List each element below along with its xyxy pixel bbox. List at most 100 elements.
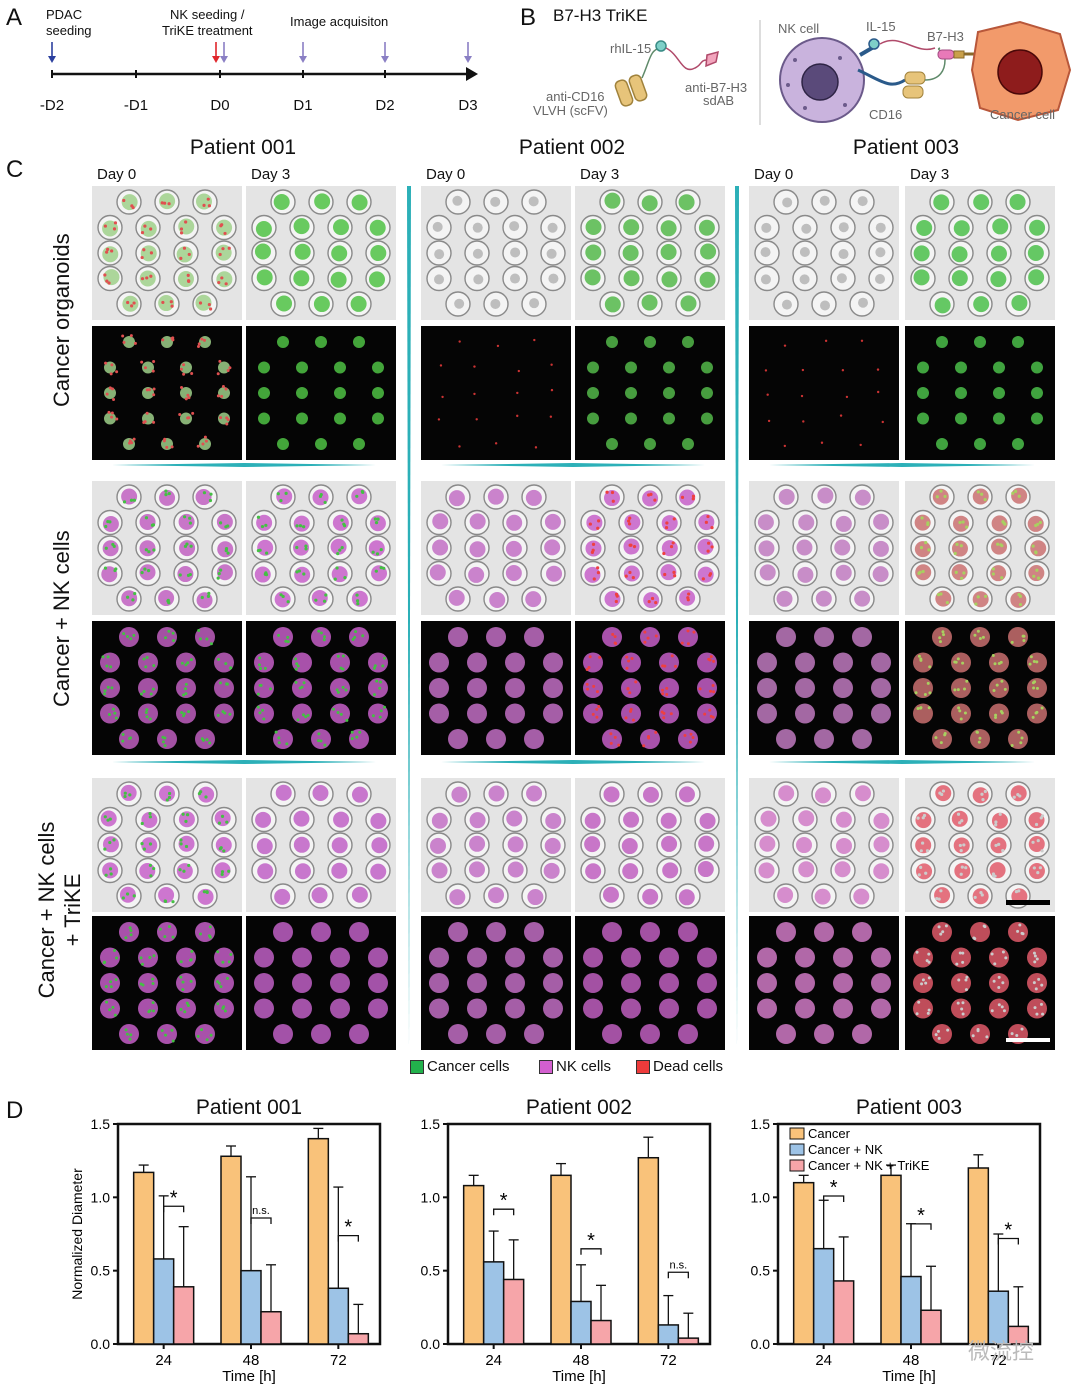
legend-item: Cancer cells	[410, 1058, 510, 1075]
label-sdab: sdAB	[703, 93, 735, 108]
bar	[132, 1171, 155, 1345]
significance-label: *	[170, 1187, 178, 1209]
day-label: Day 0	[754, 166, 794, 183]
treatment-arrow	[212, 42, 220, 63]
significance-label: *	[500, 1190, 508, 1212]
fluorescence-tile	[575, 621, 725, 755]
y-axis-label: Normalized Diameter	[69, 1168, 85, 1300]
legend-label: NK cells	[556, 1058, 612, 1075]
brightfield-tile	[749, 186, 899, 320]
brightfield-tile	[246, 481, 396, 615]
imaging-arrow	[464, 42, 472, 63]
significance-bracket	[910, 1223, 932, 1230]
label-b7h3: B7-H3	[927, 29, 964, 44]
bar	[240, 1269, 262, 1345]
legend-swatch	[410, 1059, 424, 1074]
fluorescence-tile	[905, 621, 1055, 755]
day-label: Day 3	[580, 166, 620, 183]
bar	[307, 1137, 330, 1345]
brightfield-tile	[92, 186, 242, 320]
brightfield-tile	[246, 186, 396, 320]
chart-title: Patient 001	[195, 1096, 303, 1119]
y-tick-label: 0.0	[421, 1336, 441, 1352]
significance-label: *	[1004, 1220, 1012, 1242]
timeline-tick-label: D0	[210, 97, 230, 114]
label-nk-cell: NK cell	[778, 21, 820, 36]
fluorescence-tile	[246, 621, 396, 755]
significance-bracket	[493, 1208, 515, 1216]
brightfield-tile	[575, 778, 725, 912]
legend-swatch	[789, 1127, 805, 1140]
day-label: Day 0	[426, 166, 466, 183]
trike-schematic	[614, 20, 1072, 125]
timeline-arrowhead	[466, 67, 478, 81]
bar	[327, 1287, 350, 1345]
y-tick-label: 1.0	[751, 1189, 771, 1205]
y-tick-label: 0.0	[751, 1336, 771, 1352]
plot-frame	[776, 1122, 1042, 1346]
trike-title: B7-H3 TriKE	[553, 6, 648, 25]
label-anti-b7h3: anti-B7-H3	[685, 80, 748, 95]
legend-label: Dead cells	[653, 1058, 724, 1075]
bar	[462, 1184, 485, 1345]
microwell-image-grid	[92, 186, 1055, 1050]
timeline-figure	[48, 42, 478, 81]
brightfield-tile	[92, 481, 242, 615]
x-tick-label: 24	[155, 1352, 172, 1369]
label-rhil15: rhIL-15	[610, 41, 652, 56]
y-tick-label: 0.5	[91, 1263, 111, 1279]
fluorescence-tile	[905, 326, 1055, 460]
bar	[967, 1167, 990, 1345]
brightfield-tile	[421, 481, 571, 615]
bar	[590, 1319, 612, 1345]
x-tick-label: 48	[573, 1352, 590, 1369]
bar	[677, 1337, 700, 1345]
bar	[172, 1286, 195, 1345]
row-separator	[441, 760, 705, 764]
trike-molecule	[614, 40, 719, 107]
legend-label: Cancer + NK	[808, 1142, 883, 1157]
legend-swatch	[789, 1159, 805, 1172]
panel-label-b: B	[520, 4, 537, 31]
y-tick-label: 1.0	[421, 1189, 441, 1205]
bar	[482, 1261, 505, 1345]
imaging-arrow	[220, 42, 228, 63]
fluorescence-tile	[92, 326, 242, 460]
patient-title: Patient 003	[852, 136, 960, 159]
y-tick-label: 1.0	[91, 1189, 111, 1205]
fluorescence-tile	[92, 916, 242, 1050]
significance-label: *	[344, 1217, 352, 1239]
bar	[570, 1300, 592, 1345]
row-separator	[112, 760, 376, 764]
scale-bar-brightfield	[1006, 900, 1050, 905]
bar	[880, 1174, 902, 1345]
bar	[637, 1156, 660, 1345]
timeline-event-imaging: Image acquisiton	[290, 14, 389, 29]
y-tick-label: 0.5	[421, 1263, 441, 1279]
significance-label: *	[917, 1205, 925, 1227]
panel-label-a: A	[6, 4, 23, 31]
legend-label: Cancer + NK + TriKE	[808, 1158, 930, 1173]
bar	[657, 1324, 680, 1345]
day-label: Day 3	[251, 166, 291, 183]
bar	[550, 1174, 572, 1345]
bar	[812, 1247, 835, 1345]
brightfield-tile	[905, 186, 1055, 320]
fluorescence-tile	[575, 326, 725, 460]
label-vlvh: VLVH (scFV)	[533, 103, 608, 118]
x-axis-label: Time [h]	[222, 1368, 276, 1385]
brightfield-tile	[575, 481, 725, 615]
plot-frame	[446, 1122, 712, 1346]
x-tick-label: 24	[815, 1352, 832, 1369]
timeline-tick-label: D2	[375, 97, 395, 114]
fluorescence-tile	[575, 916, 725, 1050]
imaging-arrow	[299, 42, 307, 63]
bar	[152, 1258, 175, 1345]
imaging-arrow	[381, 42, 389, 63]
legend-item: Dead cells	[636, 1058, 723, 1075]
label-cancer-cell: Cancer cell	[990, 107, 1056, 122]
bar	[260, 1310, 282, 1345]
label-il15: IL-15	[866, 19, 896, 34]
patient-separator	[407, 186, 411, 1048]
timeline-tick-label: D1	[293, 97, 313, 114]
